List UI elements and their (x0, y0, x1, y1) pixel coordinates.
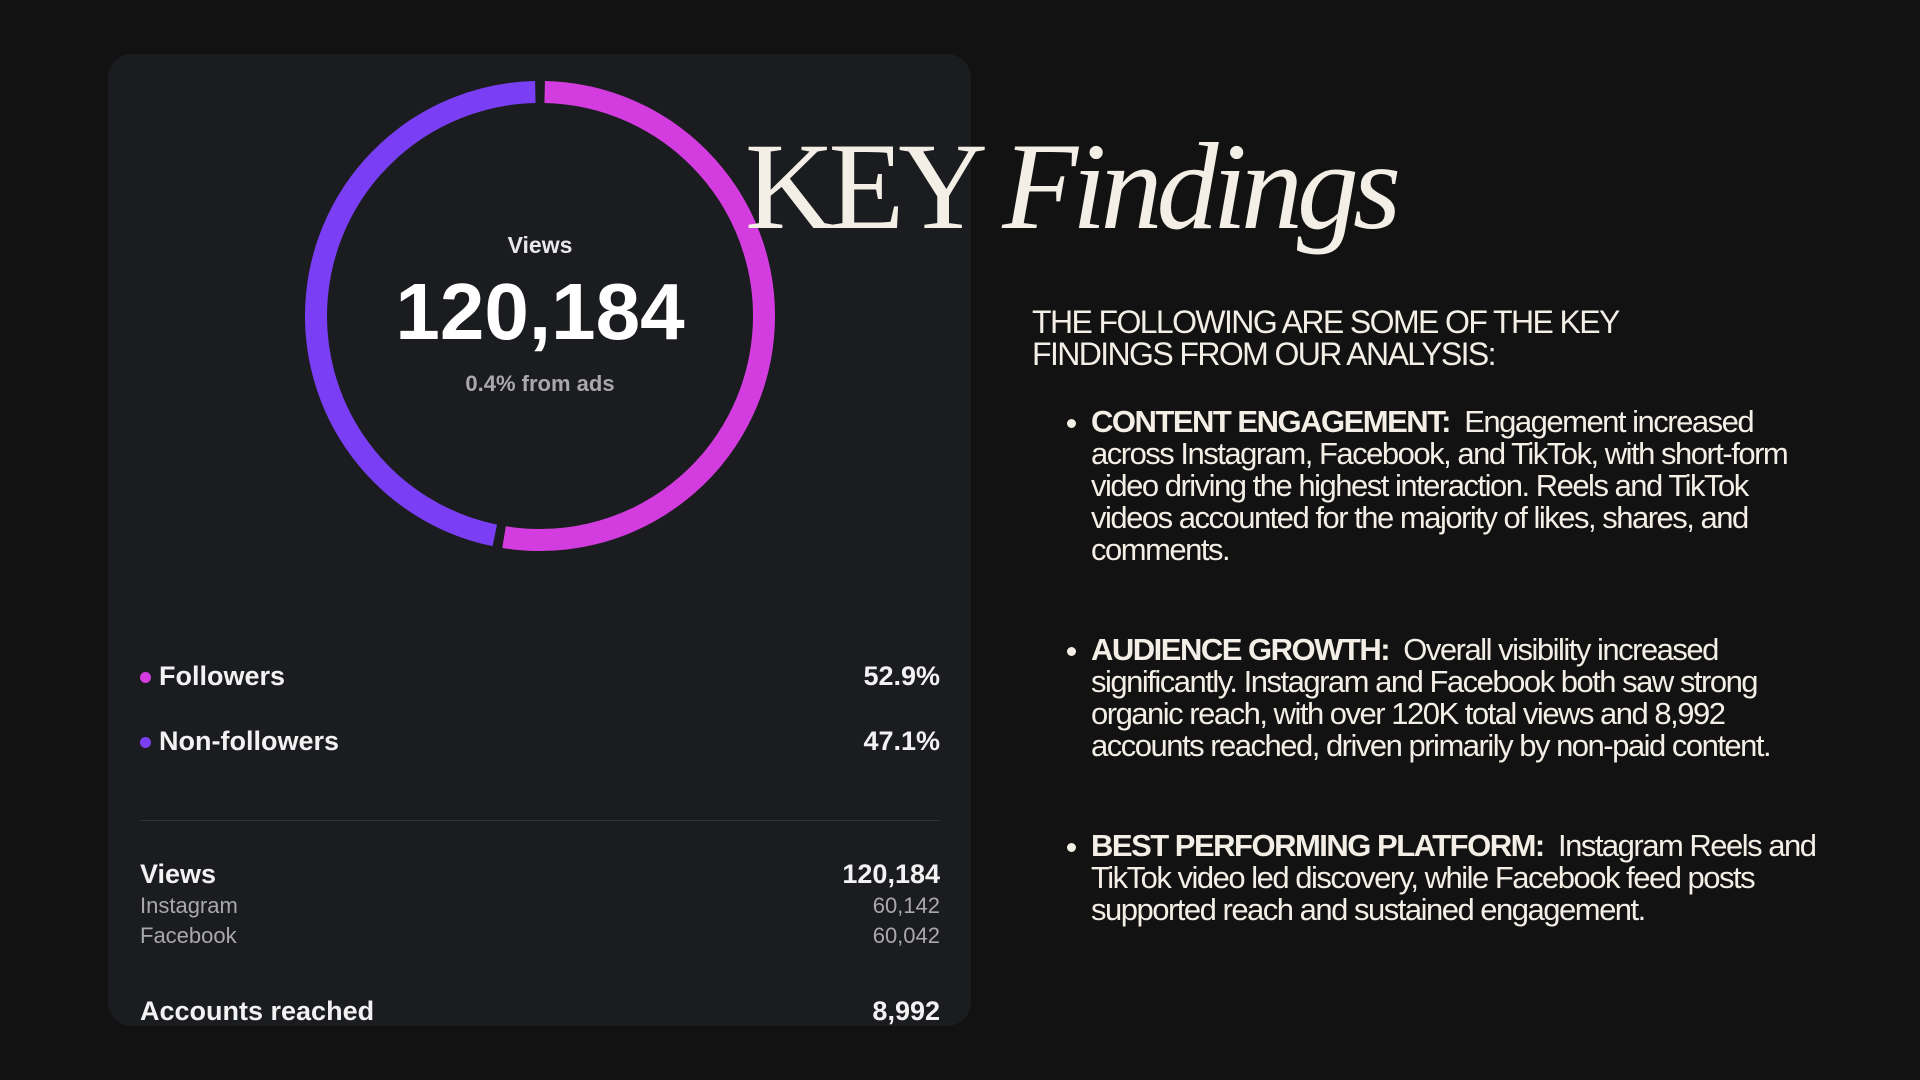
finding-text: Engagement increased across Instagram, F… (1091, 404, 1789, 567)
intro: THE FOLLOWING ARE SOME OF THE KEY FINDIN… (1032, 304, 1620, 372)
breakdown-label: Instagram (140, 893, 238, 918)
finding: BEST PERFORMING PLATFORM: Instagram Reel… (1067, 828, 1821, 927)
title-main: KEY (745, 118, 983, 255)
slide-title: KEY Findings (745, 125, 1401, 249)
breakdown-label: Facebook (140, 923, 237, 948)
breakdown-value: 8,992 (872, 996, 940, 1026)
breakdown-row: Facebook 60,042 (140, 923, 940, 949)
donut-title: Views (508, 232, 573, 258)
breakdown-row: Instagram 60,142 (140, 893, 940, 919)
finding-text: Instagram Reels and TikTok video led dis… (1091, 828, 1817, 927)
breakdown-row: Views 120,184 (140, 859, 940, 890)
legend-row: Non-followers 47.1% (140, 726, 940, 757)
finding-text: Overall visibility increased significant… (1091, 632, 1772, 763)
breakdown-label: Views (140, 859, 217, 889)
legend-text: Followers (159, 661, 286, 691)
donut-segment (502, 81, 775, 551)
legend-label: Non-followers (140, 726, 339, 757)
legend-dot (140, 672, 151, 684)
legend-text: Non-followers (159, 726, 339, 756)
donut-subtitle: 0.4% from ads (465, 371, 614, 396)
finding: AUDIENCE GROWTH: Overall visibility incr… (1067, 632, 1821, 763)
finding-heading: AUDIENCE GROWTH: (1091, 632, 1391, 667)
breakdown-value: 60,042 (872, 923, 940, 948)
donut-total: 120,184 (395, 267, 685, 356)
breakdown-row: Accounts reached 8,992 (140, 996, 940, 1027)
finding-heading: BEST PERFORMING PLATFORM: (1091, 828, 1545, 863)
legend-value: 52.9% (863, 661, 940, 691)
legend-value: 47.1% (863, 726, 940, 756)
donut-chart: Views 120,184 0.4% from ads (305, 81, 775, 551)
breakdown-value: 60,142 (872, 893, 940, 918)
legend-dot (140, 737, 151, 749)
donut-segment (305, 81, 536, 547)
finding: CONTENT ENGAGEMENT: Engagement increased… (1067, 404, 1821, 567)
breakdown-value: 120,184 (842, 859, 940, 889)
legend-label: Followers (140, 661, 285, 692)
legend-row: Followers 52.9% (140, 661, 940, 692)
breakdown-label: Accounts reached (140, 996, 375, 1026)
finding-heading: CONTENT ENGAGEMENT: (1091, 404, 1452, 439)
title-emphasis: Findings (1002, 118, 1401, 255)
divider (140, 820, 940, 821)
